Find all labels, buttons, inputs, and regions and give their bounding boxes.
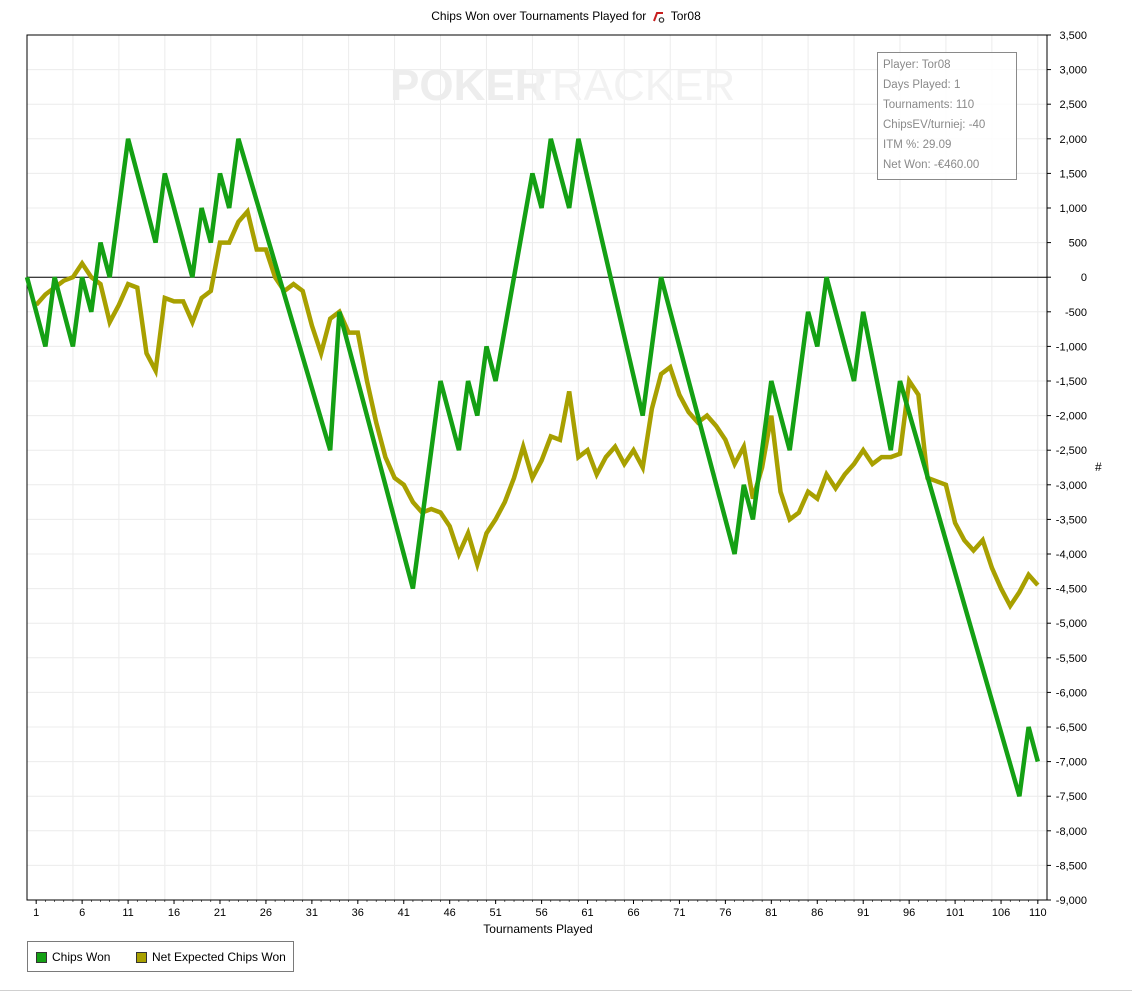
x-tick-label: 110 [1029,907,1047,919]
y-tick-label: -4,000 [1056,549,1087,561]
y-tick-label: 2,500 [1059,99,1087,111]
y-tick-label: -3,000 [1056,480,1087,492]
y-tick-label: -1,000 [1056,341,1087,353]
y-tick-label: -6,500 [1056,722,1087,734]
pokertracker-logo-icon [652,11,664,23]
axes: 3,500 3,000 2,500 2,000 1,500 1,000 500 0 -500 -1… [27,30,1087,919]
watermark-tracker: TRACKER [525,61,735,110]
player-stats-box: Player: Tor08 Days Played: 1 Tournaments… [877,52,1017,180]
y-tick-label: 0 [1081,272,1087,284]
legend-item-net-expected[interactable]: Net Expected Chips Won [136,950,286,964]
x-tick-label: 16 [168,907,180,919]
chart-title: Chips Won over Tournaments Played for [431,9,647,23]
y-tick-label: -4,500 [1056,584,1087,596]
y-tick-label: -2,000 [1056,411,1087,423]
x-tick-label: 101 [946,907,964,919]
series-line-chips-won [24,138,1040,797]
bottom-divider [0,990,1132,991]
x-tick-label: 71 [673,907,685,919]
y-tick-label: 1,500 [1059,168,1087,180]
x-tick-label: 36 [352,907,364,919]
x-tick-label: 86 [811,907,823,919]
pokertracker-watermark: POKER TRACKER [390,61,735,110]
x-tick-label: 21 [214,907,226,919]
x-tick-label: 61 [581,907,593,919]
x-tick-label: 106 [992,907,1010,919]
y-tick-label: -500 [1065,307,1087,319]
chart-legend: Chips Won Net Expected Chips Won [27,941,294,972]
y-axis-label: # [1095,460,1102,474]
legend-label-chips-won: Chips Won [52,950,111,964]
x-tick-label: 46 [444,907,456,919]
player-name: Tor08 [670,9,701,23]
y-tick-label: -3,500 [1056,514,1087,526]
legend-swatch-net-expected [136,951,147,963]
y-tick-label: -5,000 [1056,618,1087,630]
y-tick-label: -7,500 [1056,791,1087,803]
x-tick-label: 56 [535,907,547,919]
y-tick-label: -8,000 [1056,826,1087,838]
x-tick-label: 96 [903,907,915,919]
stat-player: Player: Tor08 [883,59,951,71]
x-axis-label: Tournaments Played [483,922,593,936]
stat-days-played: Days Played: 1 [883,79,961,91]
y-tick-label: -5,500 [1056,653,1087,665]
x-tick-label: 31 [306,907,318,919]
plot-area-border [26,34,1048,901]
watermark-poker: POKER [390,61,546,110]
stat-chips-ev: ChipsEV/turniej: -40 [883,119,986,131]
x-tick-label: 6 [79,907,85,919]
y-tick-label: -7,000 [1056,757,1087,769]
x-tick-label: 76 [719,907,731,919]
stat-itm: ITM %: 29.09 [883,139,952,151]
series-lines [24,138,1040,797]
stat-net-won: Net Won: -€460.00 [883,159,980,171]
y-tick-label: 1,000 [1059,203,1087,215]
x-tick-label: 41 [398,907,410,919]
y-tick-label: 500 [1069,238,1087,250]
grid-lines [27,34,1047,901]
y-tick-label: -9,000 [1056,895,1087,907]
y-tick-label: -6,000 [1056,687,1087,699]
x-tick-label: 91 [857,907,869,919]
legend-item-chips-won[interactable]: Chips Won [36,950,110,964]
series-line-net-expected [34,206,1040,611]
x-tick-label: 81 [765,907,777,919]
y-tick-label: -1,500 [1056,376,1087,388]
y-tick-label: 3,500 [1059,30,1087,42]
x-tick-label: 1 [33,907,39,919]
y-tick-label: 2,000 [1059,134,1087,146]
x-tick-label: 26 [260,907,272,919]
chart-title-bar: Chips Won over Tournaments Played for To… [0,8,1132,24]
y-tick-label: -2,500 [1056,445,1087,457]
x-tick-label: 51 [490,907,502,919]
legend-swatch-chips-won [36,951,47,963]
y-tick-label: 3,000 [1059,65,1087,77]
legend-label-net-expected: Net Expected Chips Won [152,950,286,964]
y-tick-label: -8,500 [1056,860,1087,872]
x-tick-label: 66 [627,907,639,919]
stat-tournaments: Tournaments: 110 [883,99,975,111]
x-tick-label: 11 [122,907,133,919]
